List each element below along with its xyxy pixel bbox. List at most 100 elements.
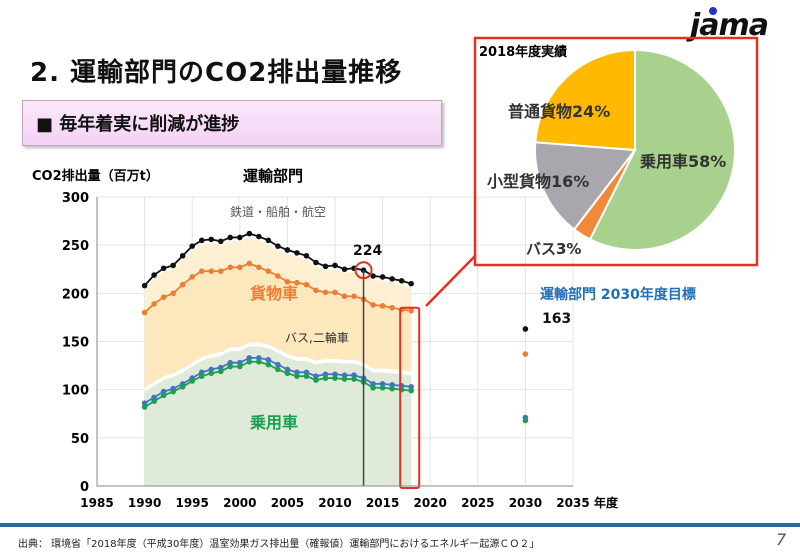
data-point	[332, 375, 338, 381]
data-point	[141, 400, 148, 406]
pie-slice	[534, 48, 636, 152]
pie-slice	[588, 48, 736, 251]
data-point	[198, 373, 205, 379]
x-tick-label: 2030	[509, 496, 542, 510]
y-tick-label: 0	[80, 480, 89, 495]
data-point	[141, 404, 148, 410]
data-point	[313, 287, 319, 294]
subtitle-box	[22, 100, 442, 146]
data-point	[227, 359, 234, 366]
subtitle: ■ 毎年着実に削減が進捗	[36, 114, 240, 135]
logo-dot	[709, 7, 717, 15]
data-point	[160, 388, 167, 395]
data-point	[256, 233, 262, 240]
label-rail-ship-air: 鉄道・船舶・航空	[230, 204, 326, 219]
data-point	[189, 243, 195, 249]
data-point	[389, 276, 395, 282]
data-point	[379, 303, 386, 309]
y-tick-label: 100	[62, 384, 89, 399]
target-point	[522, 351, 529, 357]
data-point	[141, 309, 148, 316]
data-point	[160, 294, 167, 300]
pie-title: 2018年度実績	[479, 44, 567, 60]
annotation-224: 224	[353, 243, 382, 259]
x-tick-label: 2000	[223, 496, 256, 510]
data-point	[408, 307, 414, 314]
data-point	[284, 370, 291, 377]
data-point	[160, 392, 167, 399]
data-point	[217, 268, 224, 274]
data-point	[275, 361, 281, 368]
data-point	[256, 264, 262, 271]
label-freight: 貨物車	[250, 284, 298, 303]
target-point	[522, 326, 529, 332]
data-point	[227, 264, 234, 271]
data-point	[294, 369, 300, 376]
data-point	[227, 234, 234, 241]
data-point	[294, 250, 300, 256]
data-point	[179, 383, 186, 390]
data-point	[370, 302, 376, 308]
data-point	[151, 398, 157, 405]
data-point	[313, 377, 319, 383]
highlight-circle-2013	[354, 261, 373, 280]
data-point	[313, 259, 319, 266]
data-point	[265, 268, 272, 274]
x-tick-label: 2005	[271, 496, 304, 510]
data-point	[351, 376, 357, 382]
y-tick-label: 200	[62, 287, 89, 302]
target-label: 運輸部門 2030年度目標	[540, 286, 696, 303]
data-point	[341, 376, 348, 382]
data-point	[246, 355, 253, 361]
data-point	[408, 280, 414, 287]
data-point	[322, 375, 329, 381]
callout-connector	[425, 254, 477, 307]
data-point	[303, 252, 310, 259]
data-point	[275, 273, 281, 279]
data-point	[379, 381, 386, 387]
data-point	[379, 384, 386, 391]
pie-slice	[534, 141, 637, 231]
data-point	[208, 370, 215, 377]
pie-label-small-freight: 小型貨物16%	[487, 172, 589, 191]
data-point	[256, 358, 262, 365]
x-tick-label: 1985	[80, 496, 113, 510]
data-point	[408, 387, 414, 394]
x-axis-label: 年度	[594, 495, 619, 510]
data-point	[332, 289, 338, 296]
data-point	[246, 358, 253, 365]
data-point	[217, 238, 224, 245]
data-point	[322, 289, 329, 296]
data-point	[237, 264, 243, 271]
data-point	[217, 364, 224, 371]
data-point	[265, 237, 272, 244]
data-point	[227, 363, 234, 370]
data-point	[370, 273, 376, 279]
x-tick-label: 1990	[128, 496, 161, 510]
x-tick-label: 2010	[318, 496, 351, 510]
data-point	[246, 260, 253, 267]
page-number: 7	[776, 530, 787, 549]
data-point	[265, 357, 272, 363]
y-tick-label: 300	[62, 191, 89, 206]
label-passenger-car: 乗用車	[250, 413, 298, 432]
x-tick-label: 2015	[366, 496, 399, 510]
data-point	[208, 236, 215, 243]
data-point	[408, 383, 414, 390]
data-point	[332, 262, 338, 269]
data-point	[275, 366, 281, 373]
pie-label-bus: バス3%	[526, 240, 581, 258]
data-point	[198, 369, 205, 376]
pie-chart	[534, 48, 736, 251]
data-point	[160, 265, 167, 272]
pie-highlight-box	[473, 36, 759, 267]
data-point	[389, 304, 395, 311]
data-point	[151, 301, 157, 307]
data-point	[313, 373, 319, 379]
data-point	[170, 262, 176, 269]
label-bus-motorcycle: バス,二輪車	[285, 330, 349, 345]
data-point	[198, 268, 205, 274]
data-point	[294, 279, 300, 286]
data-point	[217, 368, 224, 375]
data-point	[237, 234, 243, 241]
